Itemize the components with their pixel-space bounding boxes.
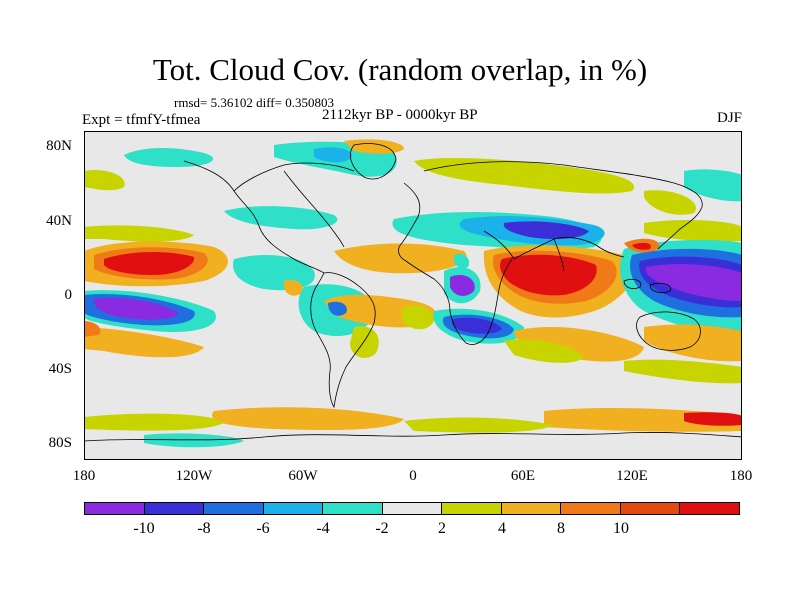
blue-brazil-patch <box>328 301 347 316</box>
purple-south-pacific <box>93 297 179 320</box>
colorbar-label: -4 <box>316 520 330 537</box>
yellow-east-pacific-north <box>644 220 742 242</box>
orange-south-pacific <box>84 327 204 358</box>
red-australia-north <box>632 242 651 250</box>
lat-tick-80n: 80N <box>46 138 72 154</box>
colorbar-swatch <box>263 503 324 514</box>
colorbar-swatch <box>85 503 145 514</box>
orange-east-pacific-spot <box>283 279 303 296</box>
cyan-atlantic-spot <box>453 253 470 269</box>
anomaly-patches <box>84 139 742 448</box>
colorbar-swatch <box>144 503 205 514</box>
arabia-india-coast <box>483 230 565 272</box>
yellow-north-patch <box>414 158 635 194</box>
yellow-south-america <box>350 326 379 358</box>
lon-tick-120w: 120W <box>175 468 213 484</box>
lon-tick-0: 0 <box>409 468 417 484</box>
orange-north-patch <box>344 139 404 154</box>
coastlines <box>84 143 742 442</box>
colorbar-swatch <box>561 503 621 514</box>
stats-text: rmsd= 5.36102 diff= 0.350803 <box>174 95 334 110</box>
lat-tick-0: 0 <box>64 287 73 303</box>
yellow-pacific-north <box>84 225 194 242</box>
blue-arctic-patch <box>314 147 353 163</box>
red-central-pacific <box>104 252 195 275</box>
orange-southern-ocean-1 <box>212 407 404 430</box>
cyan-northeast-patch <box>684 169 742 202</box>
europe-africa-coast <box>398 182 513 345</box>
yellow-southern-ocean <box>84 413 224 431</box>
indigo-asia-band <box>503 221 589 239</box>
colorbar-label: -10 <box>133 520 155 537</box>
purple-west-pacific <box>645 264 742 301</box>
yellow-south-indian <box>504 339 584 363</box>
colorbar-label: -6 <box>256 520 270 537</box>
colorbar-swatch <box>501 503 562 514</box>
lon-tick-120e: 120E <box>616 468 648 484</box>
colorbar-swatch <box>382 503 443 514</box>
greenland-coast <box>350 143 397 180</box>
period-label: 2112kyr BP - 0000kyr BP <box>322 107 478 123</box>
north-america-coast <box>183 160 355 274</box>
colorbar-swatch <box>204 503 264 514</box>
yellow-south-pacific-west <box>624 359 742 384</box>
lon-tick-180-left: 180 <box>72 468 96 484</box>
lat-tick-40n: 40N <box>46 213 72 229</box>
purple-central-africa <box>450 274 475 296</box>
colorbar-label: 4 <box>498 520 506 537</box>
colorbar-swatch <box>323 503 383 514</box>
colorbar-label: 10 <box>613 520 629 537</box>
australia-coast <box>636 311 701 351</box>
orange-south-pacific-west <box>644 324 742 362</box>
lon-tick-60w: 60W <box>288 468 318 484</box>
colorbar-swatch <box>442 503 502 514</box>
cyan-arctic-patch <box>124 148 214 167</box>
map-frame <box>84 131 742 460</box>
red-indian-ocean <box>500 254 597 296</box>
orange-west-edge <box>84 321 101 337</box>
lon-tick-180-right: 180 <box>729 468 753 484</box>
yellow-east-patch <box>644 190 696 215</box>
colorbar <box>84 502 740 515</box>
colorbar-swatch <box>620 503 681 514</box>
maritime-islands <box>623 279 672 293</box>
south-america-coast <box>310 272 376 409</box>
cyan-antarctic <box>144 433 244 448</box>
colorbar-label: 2 <box>438 520 446 537</box>
antarctica-coast <box>84 432 742 442</box>
lat-tick-80s: 80S <box>48 435 72 451</box>
yellow-southern-ocean-2 <box>404 417 554 433</box>
yellow-arctic-patch <box>84 169 125 191</box>
orange-atlantic-band <box>334 243 467 274</box>
colorbar-swatch <box>680 503 740 514</box>
asia-coast <box>423 161 703 260</box>
season-label: DJF <box>716 110 742 126</box>
colorbar-label: -8 <box>197 520 211 537</box>
colorbar-label: -2 <box>375 520 389 537</box>
experiment-label: Expt = tfmfY-tfmea <box>82 112 201 128</box>
cyan-north-atlantic <box>224 206 338 230</box>
lon-tick-60e: 60E <box>510 468 536 484</box>
lat-tick-40s: 40S <box>48 361 72 377</box>
red-southern-ocean <box>684 412 742 426</box>
chart-title: Tot. Cloud Cov. (random overlap, in %) <box>152 52 648 87</box>
colorbar-label: 8 <box>557 520 565 537</box>
cloud-cover-map <box>84 131 742 460</box>
yellow-africa <box>402 305 434 330</box>
